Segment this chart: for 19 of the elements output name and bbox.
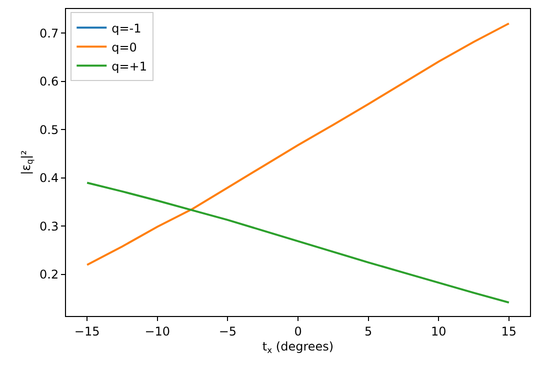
x-tick-label: 5 bbox=[364, 324, 372, 338]
x-tick-label: 15 bbox=[501, 324, 517, 338]
x-tick-label: 0 bbox=[294, 324, 302, 338]
y-tick-label: 0.4 bbox=[40, 171, 59, 186]
y-tick-label: 0.3 bbox=[40, 219, 59, 234]
line-series bbox=[86, 22, 510, 266]
legend-label: q=-1 bbox=[112, 21, 142, 36]
legend-label: q=0 bbox=[112, 40, 137, 54]
line-series bbox=[86, 182, 510, 304]
x-tick-label: −5 bbox=[218, 324, 237, 338]
y-tick-label: 0.5 bbox=[40, 122, 59, 137]
y-tick-label: 0.2 bbox=[40, 268, 59, 282]
x-axis-title: t$_{x}$ (degrees) bbox=[262, 339, 334, 355]
y-tick-label: 0.6 bbox=[40, 74, 59, 89]
x-tick-label: −10 bbox=[144, 324, 170, 338]
y-tick-label: 0.7 bbox=[40, 26, 59, 40]
x-tick-label: −15 bbox=[74, 324, 100, 338]
legend-label: q=+1 bbox=[112, 59, 148, 74]
x-tick-label: 10 bbox=[430, 324, 446, 338]
